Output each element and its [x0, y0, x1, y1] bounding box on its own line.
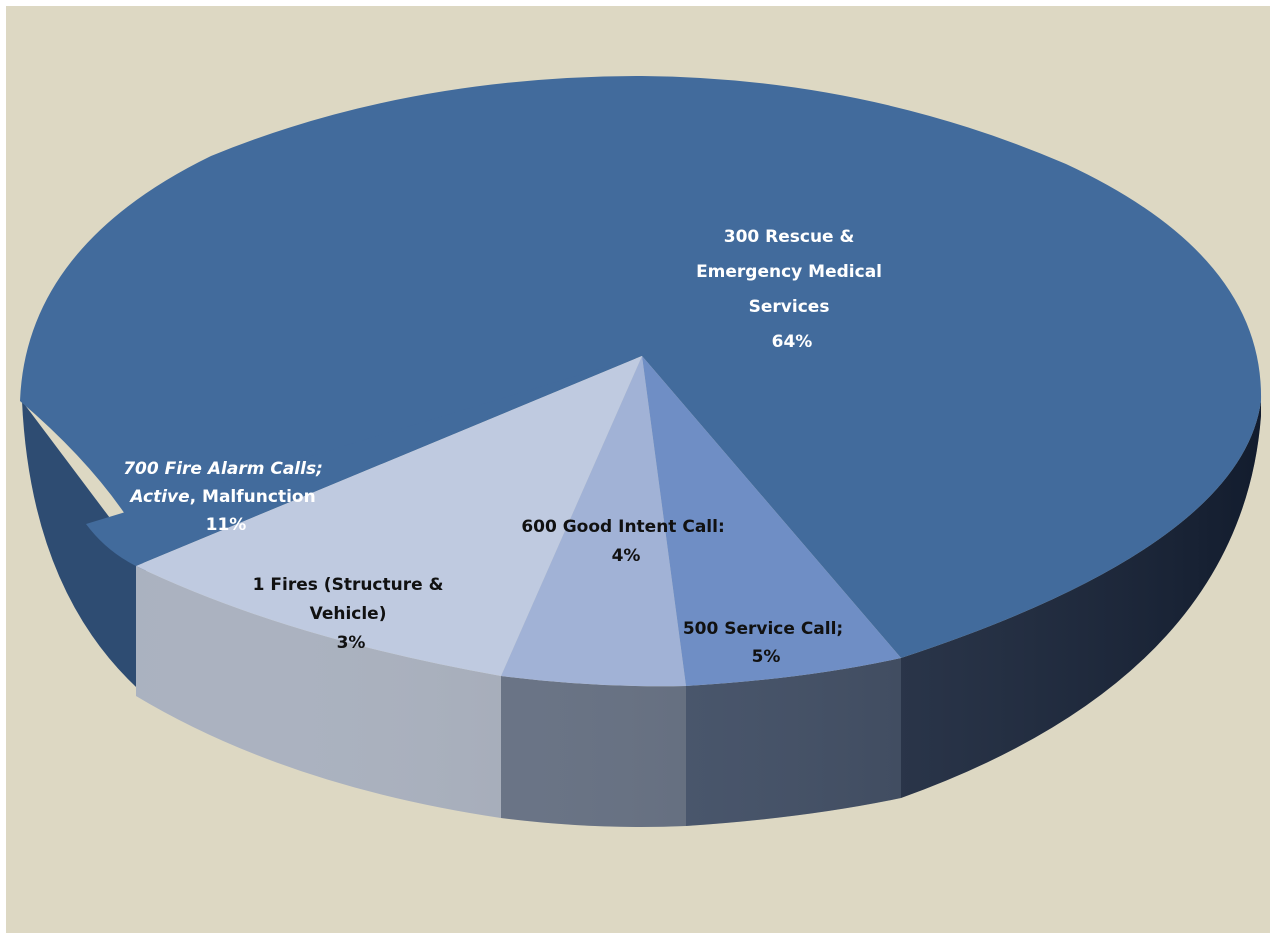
pie-chart: 300 Rescue & Emergency Medical Services … — [6, 6, 1270, 933]
data-labels: 300 Rescue & Emergency Medical Services … — [123, 227, 888, 667]
data-label-rescue: 300 Rescue & Emergency Medical Services … — [696, 227, 888, 352]
slice-rescue[interactable] — [20, 76, 1262, 658]
slice-fires[interactable] — [136, 356, 642, 676]
slice-service[interactable] — [642, 356, 901, 686]
fire-alarm-label-line1: 700 Fire Alarm Calls; — [123, 459, 323, 479]
side-shade — [136, 401, 1261, 827]
data-label-service: 500 Service Call; 5% — [683, 619, 849, 667]
chart-frame: 300 Rescue & Emergency Medical Services … — [6, 6, 1270, 933]
pie-side-walls — [22, 401, 1261, 827]
data-label-fires: 1 Fires (Structure & Vehicle) 3% — [253, 575, 450, 653]
data-label-good-intent: 600 Good Intent Call: 4% — [521, 517, 730, 566]
fire-alarm-label-line2: Active, Malfunction — [128, 487, 315, 507]
slice-fire-alarm[interactable] — [86, 356, 642, 566]
fire-alarm-percent: 11% — [206, 515, 247, 535]
data-label-fire-alarm: 700 Fire Alarm Calls; Active, Malfunctio… — [123, 459, 329, 535]
slice-good-intent[interactable] — [501, 356, 686, 687]
side-fire-alarm — [22, 401, 146, 696]
pie-top-faces — [20, 76, 1262, 687]
